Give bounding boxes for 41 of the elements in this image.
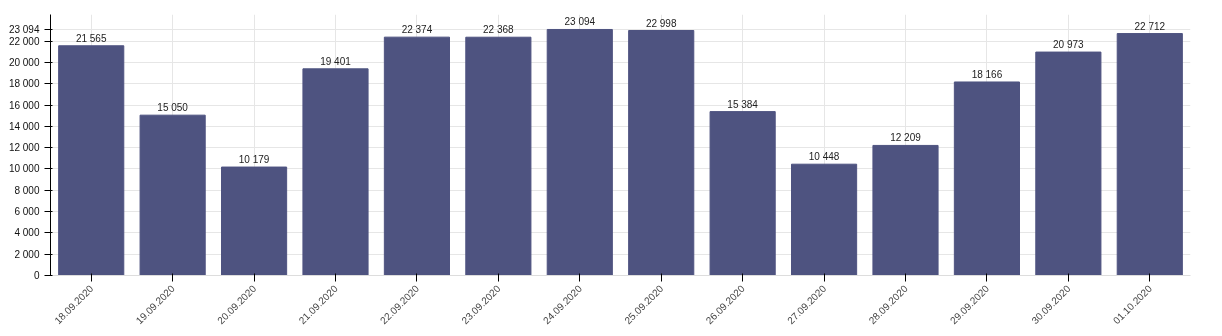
y-tick-label: 18 000: [8, 78, 40, 90]
data-label: 23 094: [564, 16, 596, 28]
y-tick-label: 12 000: [8, 142, 40, 154]
data-label: 10 448: [808, 151, 840, 163]
y-tick-label: 2 000: [14, 248, 40, 260]
data-label: 21 565: [75, 32, 107, 44]
bar: [791, 163, 858, 276]
bar: [546, 28, 613, 276]
bar: [58, 45, 125, 276]
data-label: 15 050: [157, 102, 189, 114]
y-tick-label: 6 000: [14, 206, 40, 218]
y-tick-label: 0: [33, 270, 40, 281]
bar: [709, 111, 776, 276]
bar: [302, 68, 369, 276]
bar: [465, 36, 532, 276]
data-label: 22 368: [483, 24, 515, 36]
y-tick-label: 16 000: [8, 99, 40, 111]
data-label: 10 179: [238, 154, 270, 166]
bar: [1035, 51, 1102, 276]
bar: [628, 30, 695, 276]
data-label: 12 209: [890, 132, 922, 144]
y-tick-label: 20 000: [8, 56, 40, 68]
bar: [872, 144, 939, 276]
data-label: 20 973: [1053, 39, 1085, 51]
bar: [139, 114, 206, 276]
data-label: 18 166: [971, 68, 1003, 80]
bar: [221, 166, 288, 276]
y-tick-label: 4 000: [14, 227, 40, 239]
bar: [953, 81, 1020, 276]
y-tick-label: 22 000: [8, 35, 40, 47]
y-tick-label: 23 094: [8, 23, 40, 35]
y-tick-label: 8 000: [14, 184, 40, 196]
y-tick-label: 14 000: [8, 120, 40, 132]
bar: [1116, 33, 1183, 276]
data-label: 22 712: [1134, 20, 1166, 32]
data-label: 22 998: [645, 17, 677, 29]
data-label: 19 401: [320, 55, 352, 67]
data-label: 22 374: [401, 24, 433, 36]
bar: [383, 36, 450, 276]
data-label: 15 384: [727, 98, 759, 110]
y-tick-label: 10 000: [8, 163, 40, 175]
